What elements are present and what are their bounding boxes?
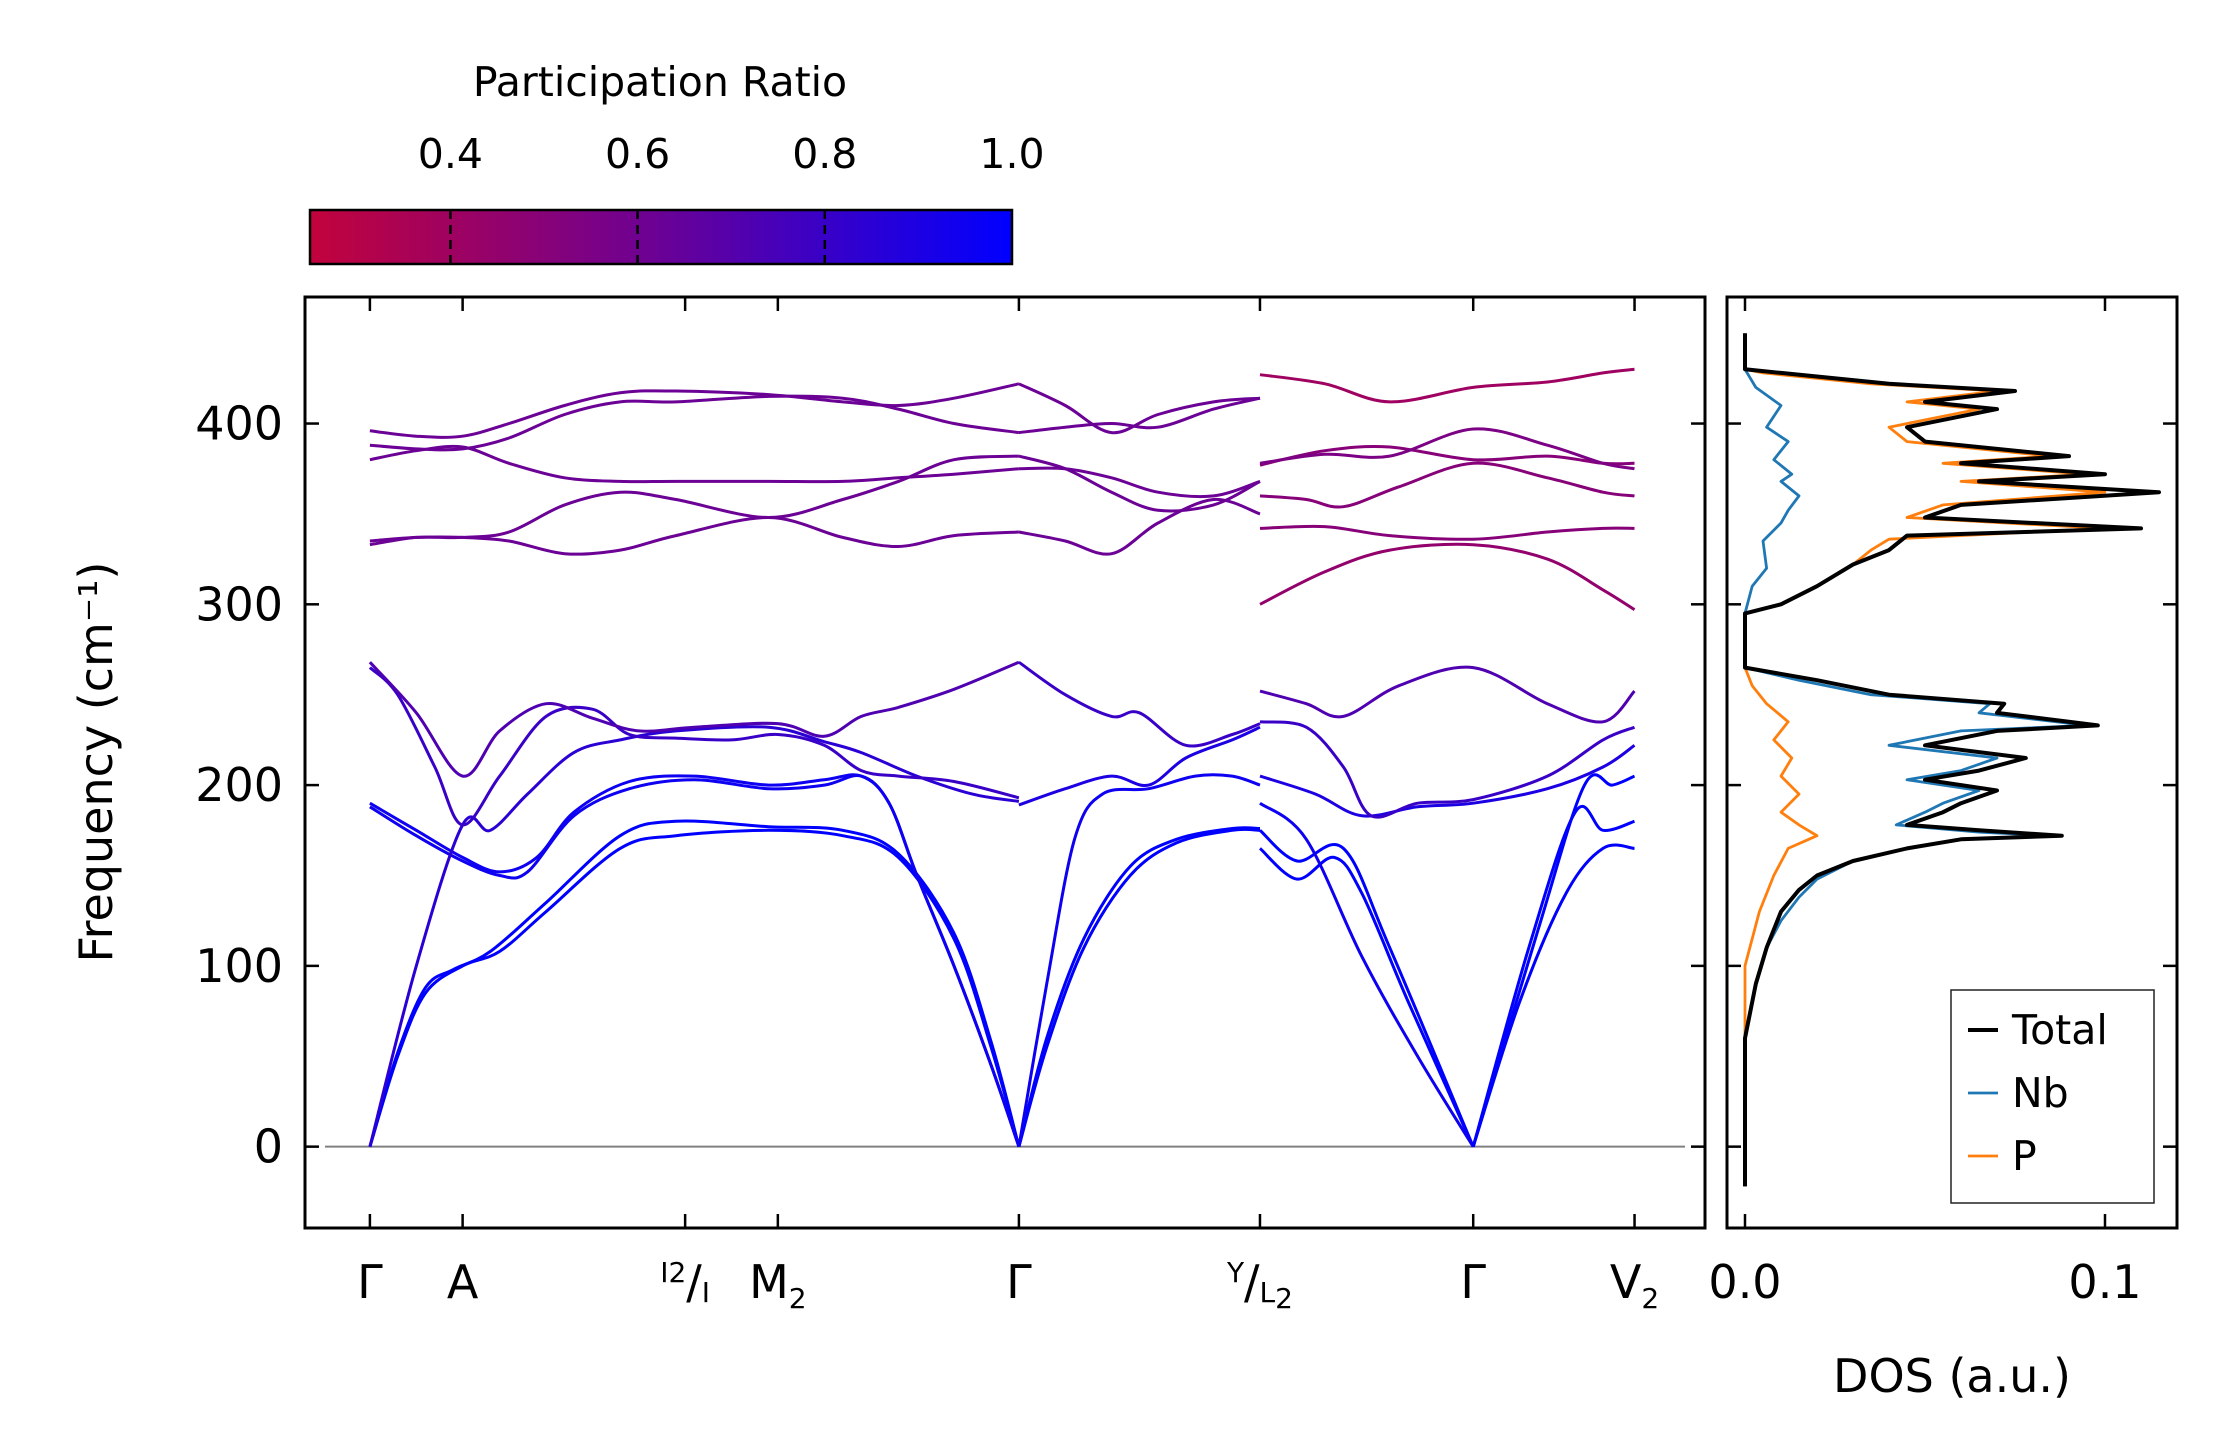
dos-line-total xyxy=(1743,333,2161,1187)
colorbar-tick-label: 0.8 xyxy=(792,130,857,178)
colorbar-title: Participation Ratio xyxy=(473,58,847,106)
phonon-branch xyxy=(1259,427,1635,471)
k-point-label: I2/I xyxy=(660,1255,710,1309)
dos-series xyxy=(1743,333,2161,1187)
phonon-branch xyxy=(368,660,1020,778)
phonon-branch xyxy=(1017,773,1261,1147)
phonon-branch xyxy=(1018,396,1261,435)
k-point-label: M2 xyxy=(749,1255,807,1315)
phonon-branch xyxy=(1471,804,1635,1148)
legend-label-nb: Nb xyxy=(2012,1069,2069,1117)
phonon-branch xyxy=(1259,665,1636,724)
phonon-branch xyxy=(1259,801,1475,1148)
phonon-branch xyxy=(1259,461,1635,509)
x-axis-title-dos: DOS (a.u.) xyxy=(1833,1349,2071,1403)
y-tick-label: 200 xyxy=(195,758,283,812)
phonon-branch xyxy=(1017,827,1261,1148)
phonon-branch xyxy=(1471,773,1636,1148)
legend-label-total: Total xyxy=(2011,1006,2108,1054)
y-tick-label: 300 xyxy=(195,577,283,631)
k-point-label: A xyxy=(447,1255,479,1309)
phonon-branch xyxy=(369,774,1021,1148)
colorbar-gradient xyxy=(308,208,1014,266)
dos-x-tick-label: 0.1 xyxy=(2068,1255,2141,1309)
legend: Total Nb P xyxy=(1950,989,2155,1204)
phonon-branch xyxy=(1258,847,1475,1148)
dos-axes: 0.0 0.1 xyxy=(1708,297,2177,1309)
colorbar-tick-label: 1.0 xyxy=(979,130,1044,178)
colorbar-tick-label: 0.4 xyxy=(418,130,483,178)
phonon-branch xyxy=(369,444,1020,484)
phonon-branch xyxy=(369,394,1020,452)
dos-frame xyxy=(1725,295,2179,1230)
phonon-branch xyxy=(368,725,1020,1148)
phonon-branch xyxy=(1471,843,1635,1148)
phonon-branch xyxy=(368,828,1021,1148)
phonon-branch xyxy=(1259,542,1636,611)
phonon-branch xyxy=(1018,725,1261,807)
phonon-branch xyxy=(369,773,1021,1148)
dos-x-tick-label: 0.0 xyxy=(1708,1255,1781,1309)
phonon-branch xyxy=(1258,829,1475,1148)
dispersion-axes: 0 100 200 300 400 Γ A I2/I M2 Γ Y/L2 Γ V2 xyxy=(195,297,1705,1315)
k-point-label: V2 xyxy=(1610,1255,1659,1315)
k-point-label: Γ xyxy=(1460,1255,1486,1309)
k-point-label: Γ xyxy=(357,1255,383,1309)
phonon-branch xyxy=(1017,826,1261,1148)
phonon-branch xyxy=(369,382,1020,439)
k-point-label: Γ xyxy=(1006,1255,1032,1309)
dispersion-frame xyxy=(303,295,1707,1230)
colorbar-tick-label: 0.6 xyxy=(605,130,670,178)
y-tick-label: 0 xyxy=(254,1120,283,1174)
dispersion-panel: 0 100 200 300 400 Γ A I2/I M2 Γ Y/L2 Γ V2 Frequency … xyxy=(69,295,1707,1315)
phonon-branch xyxy=(368,666,1020,827)
phonon-branch xyxy=(1018,382,1261,435)
legend-items: Total Nb P xyxy=(1968,1006,2108,1180)
colorbar: Participation Ratio 0.4 0.6 0.8 1.0 xyxy=(308,58,1045,266)
phonon-branch xyxy=(1018,497,1261,556)
phonon-branch xyxy=(1018,466,1261,499)
legend-label-p: P xyxy=(2012,1132,2037,1180)
y-tick-label: 400 xyxy=(195,397,283,451)
phonon-branch xyxy=(1018,660,1261,748)
colorbar-ticks: 0.4 0.6 0.8 1.0 xyxy=(418,130,1045,264)
phonon-bands xyxy=(368,367,1636,1148)
dos-panel: 0.0 0.1 DOS (a.u.) Total Nb P xyxy=(1708,295,2179,1403)
phonon-branch xyxy=(1259,367,1635,404)
k-point-label: Y/L2 xyxy=(1226,1255,1293,1315)
phonon-branch xyxy=(368,819,1021,1148)
phonon-branch xyxy=(1259,720,1636,819)
phonon-branch xyxy=(1259,524,1635,541)
phonon-branch xyxy=(1259,744,1636,818)
y-tick-label: 100 xyxy=(195,939,283,993)
y-axis-title: Frequency (cm⁻¹) xyxy=(69,562,123,963)
phonon-branch xyxy=(1018,454,1261,513)
legend-box xyxy=(1950,989,2155,1204)
